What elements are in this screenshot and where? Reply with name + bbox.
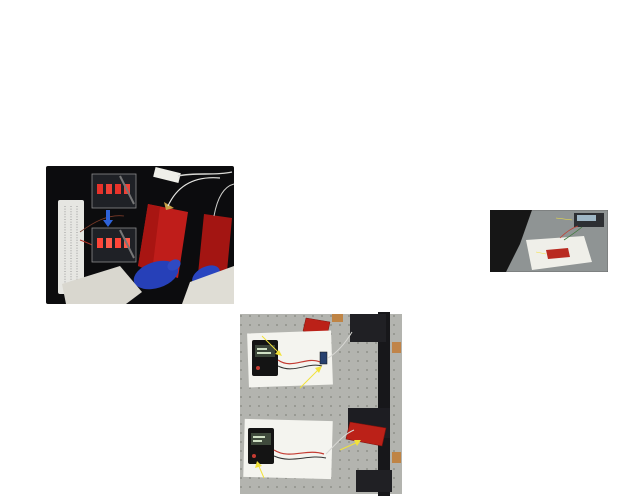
capacitor-component: [319, 351, 328, 365]
capacitor-charging-chart: [2, 310, 230, 496]
panel-b: [212, 2, 422, 160]
panel-i: [396, 312, 632, 496]
panel-h: [228, 312, 406, 496]
clamp-bottom: [356, 470, 392, 492]
clamp-top: [350, 314, 386, 342]
thermal-setup-photo: [240, 312, 402, 496]
hydrogel-voltage-chart: [238, 158, 428, 312]
power-density-chart: [424, 2, 632, 160]
performance-3d-scatter: [396, 312, 632, 496]
sleeve-left: [62, 266, 142, 304]
rail: [378, 312, 390, 496]
press-arrow: [106, 210, 110, 220]
panel-g: [2, 310, 230, 496]
shoe: [490, 210, 532, 272]
press-demo-photo: [46, 166, 235, 304]
cable-connector: [153, 167, 181, 183]
breadboard: [58, 200, 84, 294]
sleeve-right: [182, 266, 234, 304]
panel-c: [424, 2, 632, 160]
glove-left: [133, 260, 179, 290]
voltage-resistance-chart: [28, 2, 218, 160]
panel-a: [28, 2, 218, 160]
foot-press-inset-photo: [489, 209, 609, 273]
current-resistance-chart: [212, 2, 422, 160]
hydrogel-sample: [546, 248, 570, 259]
hydrogel-film-right: [198, 214, 232, 282]
panel-e: [238, 158, 428, 312]
panel-d: [28, 162, 236, 310]
panel-f: [426, 158, 632, 312]
